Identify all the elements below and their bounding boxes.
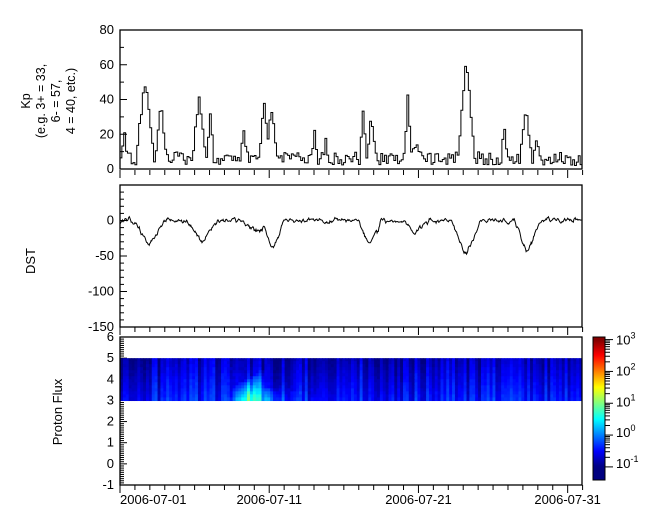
svg-text:-50: -50 [95, 248, 114, 263]
svg-text:Proton Flux: Proton Flux [50, 378, 65, 445]
svg-text:2006-07-01: 2006-07-01 [120, 492, 187, 507]
svg-text:40: 40 [100, 92, 114, 107]
svg-text:0: 0 [107, 161, 114, 176]
svg-text:2006-07-21: 2006-07-21 [385, 492, 452, 507]
svg-text:6- = 57,: 6- = 57, [49, 80, 63, 123]
svg-text:1: 1 [107, 435, 114, 450]
svg-text:20: 20 [100, 126, 114, 141]
svg-text:6: 6 [107, 329, 114, 344]
svg-text:5: 5 [107, 350, 114, 365]
svg-text:80: 80 [100, 22, 114, 37]
svg-text:4: 4 [107, 371, 114, 386]
svg-text:-1: -1 [102, 477, 114, 492]
svg-text:-100: -100 [88, 284, 114, 299]
svg-text:DST: DST [23, 248, 38, 274]
svg-text:2006-07-31: 2006-07-31 [534, 492, 601, 507]
svg-text:60: 60 [100, 57, 114, 72]
svg-text:3: 3 [107, 392, 114, 407]
svg-text:(e.g. 3+ = 33,: (e.g. 3+ = 33, [34, 64, 48, 138]
svg-text:0: 0 [107, 456, 114, 471]
svg-text:4 = 40, etc.): 4 = 40, etc.) [64, 68, 78, 134]
svg-text:2: 2 [107, 414, 114, 429]
svg-text:Kp: Kp [19, 93, 33, 108]
svg-text:2006-07-11: 2006-07-11 [236, 492, 302, 507]
svg-text:0: 0 [107, 213, 114, 228]
